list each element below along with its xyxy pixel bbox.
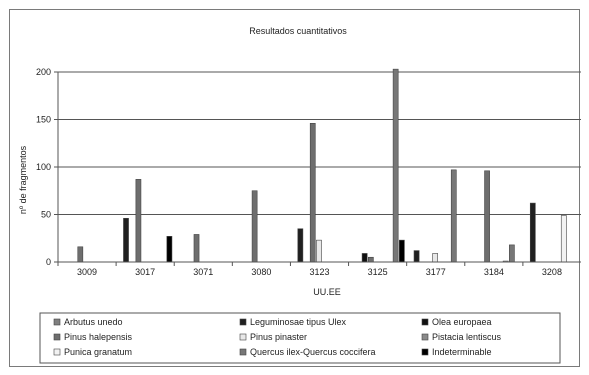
legend-label: Indeterminable bbox=[432, 347, 492, 357]
bar bbox=[450, 169, 457, 263]
bar bbox=[432, 253, 438, 263]
bar bbox=[135, 179, 142, 263]
x-tick-label: 3184 bbox=[484, 267, 504, 277]
legend-swatch bbox=[239, 333, 247, 341]
bar bbox=[193, 234, 200, 263]
legend-label: Quercus ilex-Quercus coccifera bbox=[250, 347, 376, 357]
legend-label: Olea europaea bbox=[432, 317, 492, 327]
bar bbox=[560, 215, 567, 263]
bar bbox=[413, 250, 420, 263]
bar bbox=[368, 256, 374, 263]
axes bbox=[54, 71, 581, 266]
bar bbox=[392, 68, 399, 263]
bar bbox=[361, 253, 368, 263]
x-tick-label: 3071 bbox=[193, 267, 213, 277]
y-axis-label: nº de fragmentos bbox=[18, 145, 28, 214]
y-tick-label: 0 bbox=[46, 257, 51, 267]
chart-frame: Resultados cuantitativos nº de fragmento… bbox=[9, 9, 581, 367]
bar bbox=[77, 246, 84, 263]
chart-title: Resultados cuantitativos bbox=[249, 26, 347, 36]
bar bbox=[316, 239, 322, 263]
legend-swatch bbox=[421, 348, 429, 356]
x-tick-label: 3208 bbox=[542, 267, 562, 277]
x-tick-label: 3080 bbox=[251, 267, 271, 277]
legend-label: Pistacia lentiscus bbox=[432, 332, 502, 342]
y-tick-label: 100 bbox=[36, 162, 51, 172]
bar bbox=[123, 218, 129, 263]
legend: Arbutus unedo Leguminosae tipus Ulex Olea … bbox=[39, 312, 561, 364]
y-tick-label: 200 bbox=[36, 67, 51, 77]
y-tick-label: 150 bbox=[36, 115, 51, 125]
x-tick-label: 3125 bbox=[368, 267, 388, 277]
legend-label: Pinus halepensis bbox=[64, 332, 133, 342]
legend-swatch bbox=[53, 333, 61, 341]
legend-box bbox=[39, 312, 561, 364]
bar bbox=[251, 190, 258, 263]
bar bbox=[484, 170, 490, 263]
x-axis-label: UU.EE bbox=[313, 287, 341, 297]
legend-swatch bbox=[239, 318, 247, 326]
bar bbox=[297, 228, 304, 263]
legend-swatch bbox=[239, 348, 247, 356]
legend-label: Pinus pinaster bbox=[250, 332, 307, 342]
x-tick-label: 3123 bbox=[309, 267, 329, 277]
legend-label: Punica granatum bbox=[64, 347, 132, 357]
x-tick-label: 3177 bbox=[426, 267, 446, 277]
x-tick-label: 3017 bbox=[135, 267, 155, 277]
bar bbox=[399, 239, 405, 263]
bar bbox=[309, 123, 316, 263]
legend-swatch bbox=[53, 348, 61, 356]
tick-labels: 0 50 100 150 200 3009 3017 3071 3080 3123 3125 3177… bbox=[36, 67, 562, 277]
legend-label: Leguminosae tipus Ulex bbox=[250, 317, 347, 327]
legend-swatch bbox=[421, 318, 429, 326]
bar bbox=[509, 244, 515, 263]
bar bbox=[166, 236, 173, 263]
y-tick-label: 50 bbox=[41, 210, 51, 220]
bar bbox=[529, 202, 536, 263]
chart-svg: Resultados cuantitativos nº de fragmento… bbox=[18, 26, 581, 364]
x-tick-label: 3009 bbox=[77, 267, 97, 277]
legend-label: Arbutus unedo bbox=[64, 317, 123, 327]
legend-swatch bbox=[421, 333, 429, 341]
legend-swatch bbox=[53, 318, 61, 326]
bar-group bbox=[77, 68, 567, 263]
